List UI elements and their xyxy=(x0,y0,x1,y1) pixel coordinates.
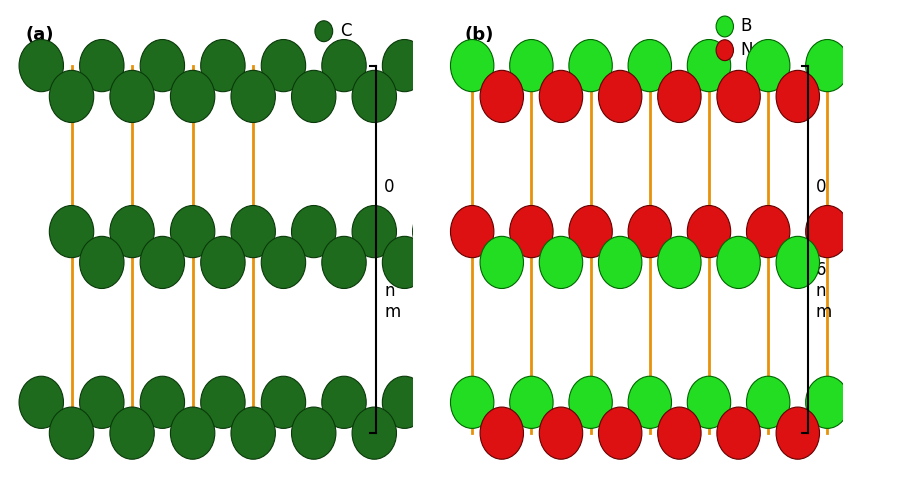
Circle shape xyxy=(569,376,613,428)
Circle shape xyxy=(628,376,672,428)
Circle shape xyxy=(231,206,275,258)
Circle shape xyxy=(598,70,642,123)
Circle shape xyxy=(382,376,427,428)
Circle shape xyxy=(140,236,185,288)
Circle shape xyxy=(170,206,214,258)
Circle shape xyxy=(450,40,494,92)
Circle shape xyxy=(140,376,185,428)
Circle shape xyxy=(292,407,335,459)
Circle shape xyxy=(569,40,613,92)
Circle shape xyxy=(231,70,275,123)
Circle shape xyxy=(776,70,820,123)
Circle shape xyxy=(382,40,427,92)
Circle shape xyxy=(687,376,731,428)
Circle shape xyxy=(140,40,185,92)
Circle shape xyxy=(628,206,672,258)
Circle shape xyxy=(716,16,734,37)
Circle shape xyxy=(806,206,849,258)
Circle shape xyxy=(352,206,396,258)
Circle shape xyxy=(170,407,214,459)
Circle shape xyxy=(598,407,642,459)
Text: 0
.
6
7
0
n
m: 0 . 6 7 0 n m xyxy=(384,178,401,321)
Circle shape xyxy=(109,70,154,123)
Circle shape xyxy=(49,407,93,459)
Circle shape xyxy=(261,376,306,428)
Circle shape xyxy=(80,40,124,92)
Circle shape xyxy=(687,206,731,258)
Circle shape xyxy=(716,40,734,61)
Circle shape xyxy=(352,407,396,459)
Circle shape xyxy=(539,407,583,459)
Circle shape xyxy=(539,70,583,123)
Circle shape xyxy=(509,40,553,92)
Circle shape xyxy=(19,376,64,428)
Circle shape xyxy=(628,40,672,92)
Circle shape xyxy=(598,236,642,288)
Text: (b): (b) xyxy=(465,27,493,44)
Circle shape xyxy=(80,376,124,428)
Circle shape xyxy=(658,236,701,288)
Circle shape xyxy=(509,206,553,258)
Circle shape xyxy=(480,407,524,459)
Circle shape xyxy=(746,40,790,92)
Circle shape xyxy=(201,376,245,428)
Text: (a): (a) xyxy=(25,27,54,44)
Circle shape xyxy=(231,407,275,459)
Circle shape xyxy=(717,407,761,459)
Circle shape xyxy=(480,236,524,288)
Circle shape xyxy=(658,407,701,459)
Circle shape xyxy=(201,236,245,288)
Circle shape xyxy=(746,376,790,428)
Circle shape xyxy=(569,206,613,258)
Circle shape xyxy=(49,70,93,123)
Circle shape xyxy=(539,236,583,288)
Circle shape xyxy=(746,206,790,258)
Circle shape xyxy=(292,70,335,123)
Circle shape xyxy=(658,70,701,123)
Circle shape xyxy=(806,376,849,428)
Circle shape xyxy=(717,236,761,288)
Circle shape xyxy=(109,407,154,459)
Text: 0
.
6
6
6
n
m: 0 . 6 6 6 n m xyxy=(815,178,832,321)
Circle shape xyxy=(450,206,494,258)
Text: C: C xyxy=(340,22,352,40)
Circle shape xyxy=(261,40,306,92)
Circle shape xyxy=(322,40,366,92)
Circle shape xyxy=(806,40,849,92)
Circle shape xyxy=(80,236,124,288)
Circle shape xyxy=(450,376,494,428)
Circle shape xyxy=(480,70,524,123)
Circle shape xyxy=(49,206,93,258)
Circle shape xyxy=(170,70,214,123)
Text: B: B xyxy=(741,17,752,36)
Circle shape xyxy=(322,236,366,288)
Circle shape xyxy=(315,21,333,41)
Circle shape xyxy=(322,376,366,428)
Circle shape xyxy=(776,236,820,288)
Circle shape xyxy=(261,236,306,288)
Circle shape xyxy=(19,40,64,92)
Circle shape xyxy=(382,236,427,288)
Circle shape xyxy=(109,206,154,258)
Circle shape xyxy=(776,407,820,459)
Circle shape xyxy=(352,70,396,123)
Text: N: N xyxy=(741,41,753,59)
Circle shape xyxy=(509,376,553,428)
Circle shape xyxy=(687,40,731,92)
Circle shape xyxy=(413,206,457,258)
Circle shape xyxy=(201,40,245,92)
Circle shape xyxy=(292,206,335,258)
Circle shape xyxy=(717,70,761,123)
